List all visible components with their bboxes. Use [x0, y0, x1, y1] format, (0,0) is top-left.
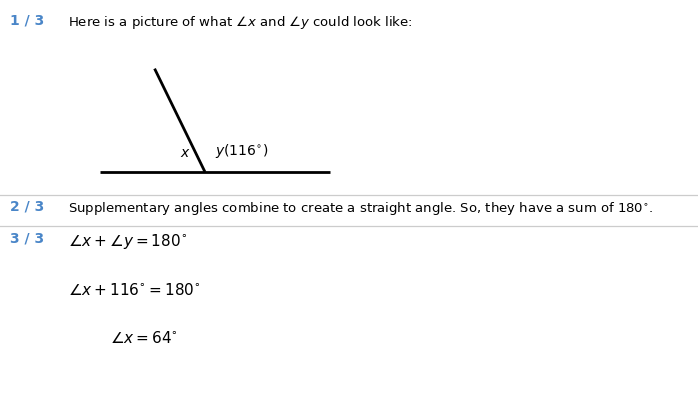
Text: Supplementary angles combine to create a straight angle. So, they have a sum of : Supplementary angles combine to create a…	[68, 200, 653, 217]
Text: $\angle x + 116^{\circ} = 180^{\circ}$: $\angle x + 116^{\circ} = 180^{\circ}$	[68, 282, 201, 298]
Text: 1 / 3: 1 / 3	[10, 14, 44, 28]
Text: $\angle x + \angle y = 180^{\circ}$: $\angle x + \angle y = 180^{\circ}$	[68, 232, 187, 251]
Text: 2 / 3: 2 / 3	[10, 200, 44, 214]
Text: 3 / 3: 3 / 3	[10, 232, 44, 246]
Text: $y(116^{\circ})$: $y(116^{\circ})$	[215, 142, 268, 160]
Text: $\angle x = 64^{\circ}$: $\angle x = 64^{\circ}$	[110, 330, 178, 346]
Text: Here is a picture of what $\angle x$ and $\angle y$ could look like:: Here is a picture of what $\angle x$ and…	[68, 14, 413, 31]
Text: $x$: $x$	[180, 146, 191, 160]
